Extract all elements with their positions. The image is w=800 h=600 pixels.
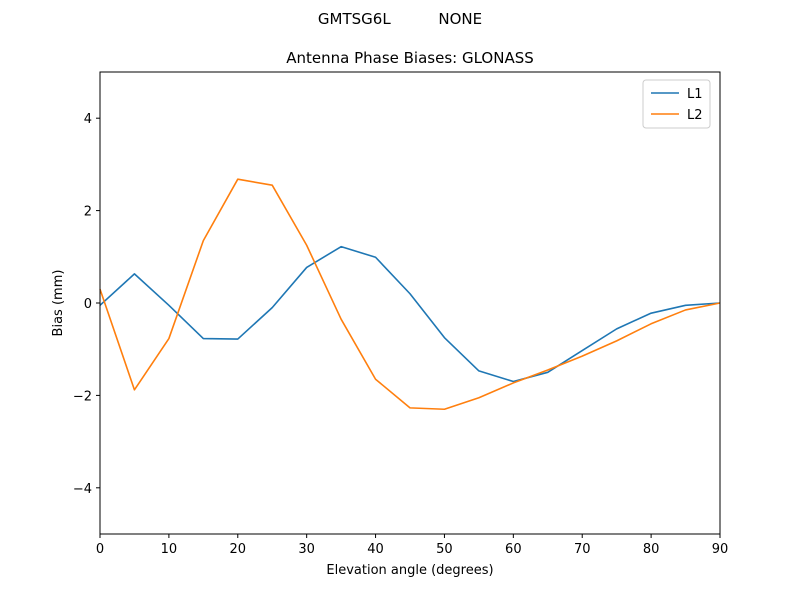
chart-suptitle: GMTSG6L NONE bbox=[318, 10, 482, 28]
y-axis-label: Bias (mm) bbox=[51, 270, 66, 337]
plot-area bbox=[99, 71, 721, 535]
x-tick-label: 20 bbox=[230, 542, 247, 557]
y-tick-label: 4 bbox=[84, 112, 92, 127]
series-line-l2 bbox=[99, 178, 721, 411]
x-axis-label: Elevation angle (degrees) bbox=[326, 563, 493, 578]
x-tick-label: 50 bbox=[436, 542, 453, 557]
y-tick-label: 0 bbox=[84, 297, 92, 312]
y-tick-label: −4 bbox=[73, 482, 92, 497]
x-tick-label: 0 bbox=[96, 542, 104, 557]
y-tick-label: −2 bbox=[73, 389, 92, 404]
x-tick-label: 10 bbox=[161, 542, 178, 557]
x-tick-label: 70 bbox=[574, 542, 591, 557]
y-tick-label: 2 bbox=[84, 205, 92, 220]
series-line-l1 bbox=[99, 245, 721, 383]
x-tick-label: 30 bbox=[298, 542, 315, 557]
x-tick-label: 60 bbox=[505, 542, 522, 557]
x-axis-ticks: 0 10 20 30 40 50 60 70 80 90 bbox=[96, 534, 728, 557]
legend-label-l2: L2 bbox=[687, 108, 703, 123]
y-axis-ticks: −4 −2 0 2 4 bbox=[73, 112, 100, 497]
series-layer bbox=[99, 178, 721, 411]
chart-title: Antenna Phase Biases: GLONASS bbox=[286, 49, 534, 67]
legend-label-l1: L1 bbox=[687, 87, 703, 102]
x-tick-label: 90 bbox=[712, 542, 729, 557]
legend-box bbox=[642, 79, 711, 129]
axes-frame bbox=[99, 71, 721, 535]
x-tick-label: 80 bbox=[643, 542, 660, 557]
x-tick-label: 40 bbox=[367, 542, 384, 557]
